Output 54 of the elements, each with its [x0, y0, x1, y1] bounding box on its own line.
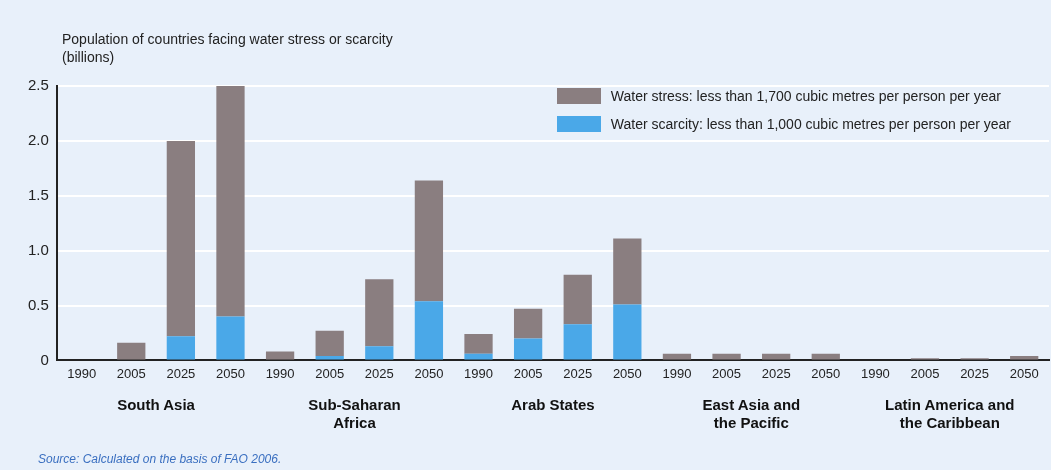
x-tick-label: 1990 — [464, 365, 493, 381]
y-axis-title: Population of countries facing water stress or scarcity (billions) — [62, 30, 393, 66]
legend-label: Water stress: less than 1,700 cubic metres per person per year — [610, 88, 1001, 104]
x-tick-label: 1990 — [67, 365, 97, 381]
x-tick-label: 2025 — [166, 365, 196, 381]
bar — [117, 342, 146, 360]
bar — [216, 86, 245, 317]
x-tick-label: 2050 — [811, 365, 841, 381]
bar — [166, 140, 196, 337]
x-tick-label: 2025 — [761, 365, 791, 381]
x-tick-label: 2025 — [563, 365, 593, 381]
x-tick-label: 2025 — [364, 365, 394, 381]
x-tick-label: 1990 — [662, 365, 692, 381]
x-tick-label: 2005 — [712, 365, 742, 381]
y-tick-label: 2.5 — [27, 76, 49, 94]
legend-label: Water scarcity: less than 1,000 cubic metres per person per year — [610, 116, 1011, 132]
x-tick-label: 2005 — [315, 365, 345, 381]
y-tick-label: 1.0 — [27, 240, 49, 258]
x-tick-label: 2005 — [116, 365, 146, 381]
x-tick-label: 2050 — [612, 365, 642, 381]
text: Latin America and the Caribbean — [885, 395, 1015, 431]
x-tick-label: 2050 — [414, 365, 444, 381]
text: East Asia and the Pacific — [702, 395, 801, 431]
text: Arab States — [511, 395, 595, 413]
source-note: Source: Calculated on the basis of FAO 2006. — [38, 452, 282, 467]
y-tick-label: 0 — [40, 350, 49, 368]
x-tick-label: 2025 — [960, 365, 990, 381]
bar — [414, 180, 444, 302]
x-tick-label: 2050 — [216, 365, 245, 381]
bar — [513, 338, 543, 360]
text: Sub-Saharan Africa — [308, 395, 401, 431]
bar — [613, 304, 642, 360]
y-tick-label: 2.0 — [27, 131, 49, 149]
bar — [365, 346, 394, 360]
text: South Asia — [117, 395, 196, 413]
bar — [216, 316, 245, 360]
bar — [166, 336, 196, 360]
bar — [464, 334, 493, 354]
x-tick-label: 2005 — [513, 365, 543, 381]
bar — [513, 308, 543, 339]
bar — [414, 301, 444, 360]
bar — [613, 238, 642, 305]
x-tick-label: 1990 — [265, 365, 295, 381]
bar — [315, 330, 344, 357]
x-tick-label: 1990 — [860, 365, 890, 381]
bar — [563, 274, 592, 325]
bar — [365, 279, 394, 347]
y-tick-label: 0.5 — [27, 295, 49, 313]
x-tick-label: 2050 — [1009, 365, 1039, 381]
bar — [464, 353, 493, 360]
bar — [563, 324, 592, 360]
y-tick-label: 1.5 — [27, 185, 49, 203]
x-tick-label: 2005 — [910, 365, 940, 381]
bar — [712, 353, 741, 360]
